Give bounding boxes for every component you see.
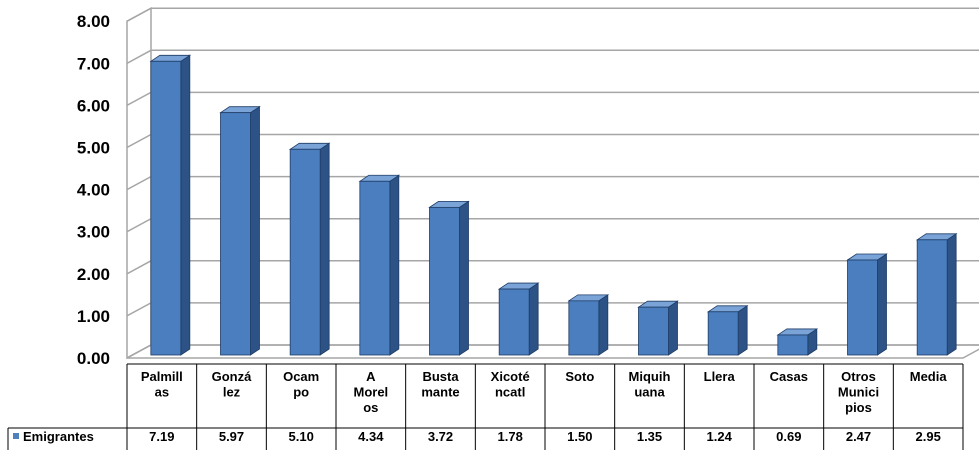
data-value-label: 2.95 bbox=[916, 429, 941, 444]
category-label: ncatl bbox=[495, 385, 525, 400]
category-label: lez bbox=[223, 385, 241, 400]
gridline bbox=[126, 91, 979, 107]
category-label: Xicoté bbox=[491, 369, 530, 384]
category-label: po bbox=[293, 385, 309, 400]
category-label: pios bbox=[845, 400, 872, 415]
series-name: Emigrantes bbox=[23, 429, 94, 444]
bar bbox=[568, 300, 600, 356]
category-label: Casas bbox=[770, 369, 808, 384]
category-label: mante bbox=[421, 385, 459, 400]
category-label: Busta bbox=[422, 369, 459, 384]
category-label: A bbox=[366, 369, 376, 384]
legend-key bbox=[13, 433, 19, 439]
category-label: Morel bbox=[353, 385, 388, 400]
bar bbox=[777, 334, 809, 356]
category-label: Llera bbox=[704, 369, 736, 384]
category-label: Gonzá bbox=[212, 369, 252, 384]
gridline bbox=[126, 49, 979, 64]
category-label: os bbox=[363, 400, 378, 415]
bar-side bbox=[180, 54, 191, 356]
category-label: Soto bbox=[565, 369, 594, 384]
data-value-label: 2.47 bbox=[846, 429, 871, 444]
bar bbox=[638, 306, 669, 356]
bar bbox=[916, 239, 948, 356]
y-tick-label: 1.00 bbox=[77, 307, 110, 326]
bar-side bbox=[528, 282, 539, 356]
bar bbox=[498, 288, 530, 356]
y-tick-label: 8.00 bbox=[77, 12, 110, 31]
data-value-label: 5.97 bbox=[219, 429, 244, 444]
data-value-label: 5.10 bbox=[289, 429, 314, 444]
category-label: Munici bbox=[838, 385, 879, 400]
bar-side bbox=[319, 142, 330, 356]
bar bbox=[289, 148, 321, 356]
data-value-label: 1.24 bbox=[707, 429, 733, 444]
y-tick-label: 4.00 bbox=[77, 181, 110, 200]
data-value-label: 4.34 bbox=[358, 429, 384, 444]
bar-side bbox=[250, 105, 260, 356]
y-tick-label: 3.00 bbox=[77, 223, 110, 242]
category-label: as bbox=[155, 385, 169, 400]
bar bbox=[359, 180, 391, 356]
category-label: Otros bbox=[841, 369, 876, 384]
category-label: Ocam bbox=[283, 369, 319, 384]
data-value-label: 0.69 bbox=[776, 429, 801, 444]
bar-side bbox=[459, 200, 469, 356]
bar-side bbox=[668, 300, 678, 356]
y-tick-label: 7.00 bbox=[77, 54, 110, 73]
y-tick-label: 0.00 bbox=[77, 349, 110, 368]
category-label: Media bbox=[910, 369, 948, 384]
bar bbox=[707, 311, 739, 356]
bar-side bbox=[737, 305, 748, 356]
bar bbox=[429, 206, 460, 356]
category-label: Palmill bbox=[141, 369, 183, 384]
data-value-label: 3.72 bbox=[428, 429, 453, 444]
bar-side bbox=[946, 233, 957, 356]
category-label: uana bbox=[634, 385, 665, 400]
data-value-label: 1.78 bbox=[498, 429, 523, 444]
bar-side bbox=[598, 294, 609, 356]
data-value-label: 1.35 bbox=[637, 429, 662, 444]
data-value-label: 1.50 bbox=[567, 429, 592, 444]
bar bbox=[847, 259, 878, 356]
gridline bbox=[126, 7, 979, 22]
y-tick-label: 2.00 bbox=[77, 265, 110, 284]
category-label: Miquih bbox=[629, 369, 671, 384]
bar bbox=[150, 60, 182, 356]
y-tick-label: 5.00 bbox=[77, 139, 110, 158]
data-value-label: 7.19 bbox=[149, 429, 174, 444]
bar-side bbox=[389, 174, 400, 356]
bar bbox=[220, 112, 251, 356]
y-tick-label: 6.00 bbox=[77, 96, 110, 115]
bar-side bbox=[877, 253, 887, 356]
